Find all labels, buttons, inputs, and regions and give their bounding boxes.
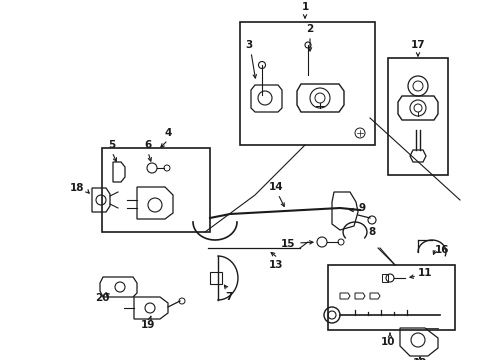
Text: 15: 15 (280, 239, 295, 249)
Bar (102, 148, 210, 232)
Bar (240, 22, 375, 145)
Bar (328, 265, 455, 330)
Text: 13: 13 (269, 260, 283, 270)
Bar (388, 58, 448, 175)
Text: 11: 11 (418, 268, 433, 278)
Text: 10: 10 (381, 337, 395, 347)
Text: 8: 8 (368, 227, 375, 237)
Text: 5: 5 (108, 140, 116, 150)
Text: 19: 19 (141, 320, 155, 330)
Text: 20: 20 (96, 293, 110, 303)
Text: 2: 2 (306, 24, 314, 34)
Text: 18: 18 (70, 183, 84, 193)
Text: 16: 16 (435, 245, 449, 255)
Text: 3: 3 (245, 40, 253, 50)
Text: 9: 9 (358, 203, 365, 213)
Text: 1: 1 (301, 2, 309, 12)
Text: 12: 12 (413, 358, 427, 360)
Text: 14: 14 (269, 182, 283, 192)
Text: 6: 6 (145, 140, 151, 150)
Text: 17: 17 (411, 40, 425, 50)
Text: 4: 4 (164, 128, 171, 138)
Text: 7: 7 (225, 292, 232, 302)
